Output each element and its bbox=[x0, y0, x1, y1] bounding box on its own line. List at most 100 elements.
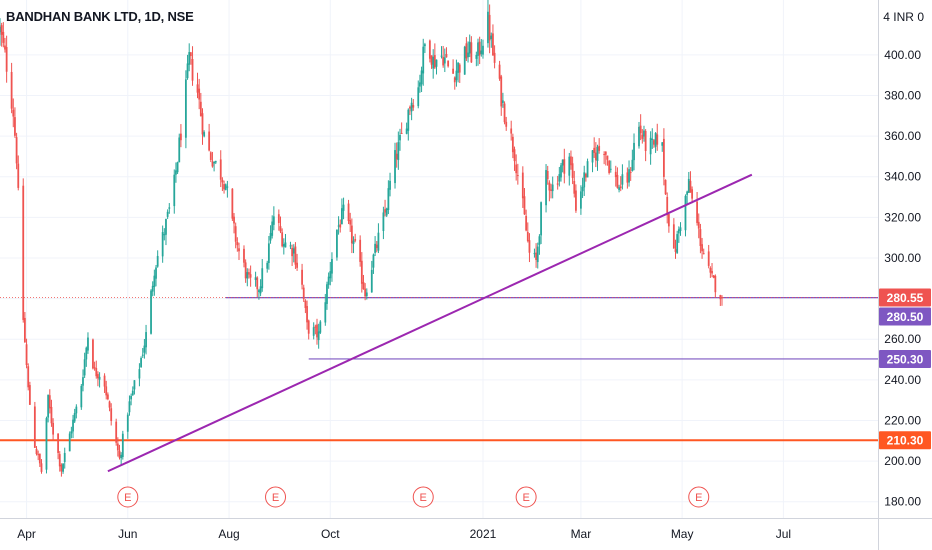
candle-body bbox=[339, 224, 342, 228]
candle-down bbox=[93, 361, 96, 371]
candle-body bbox=[258, 290, 260, 292]
candle-body bbox=[83, 359, 86, 376]
candle-up bbox=[477, 38, 479, 66]
candle-body bbox=[714, 275, 717, 293]
candle-down bbox=[248, 268, 250, 279]
candle-body bbox=[347, 203, 350, 222]
top-tick-suffix: 0 bbox=[917, 10, 924, 24]
candle-up bbox=[98, 372, 101, 388]
candle-body bbox=[621, 174, 624, 185]
candle-body bbox=[711, 270, 713, 274]
candle-body bbox=[342, 204, 345, 211]
candle-body bbox=[556, 183, 559, 185]
candle-body bbox=[719, 295, 722, 300]
candle-body bbox=[306, 306, 308, 323]
candle-down bbox=[672, 218, 675, 249]
candle-down bbox=[699, 223, 702, 254]
candle-body bbox=[58, 454, 61, 467]
candle-body bbox=[87, 337, 89, 351]
candle-body bbox=[254, 277, 257, 280]
candle-body bbox=[68, 433, 71, 452]
candle-body bbox=[571, 163, 574, 178]
candle-down bbox=[608, 159, 611, 175]
candle-down bbox=[281, 228, 284, 248]
candle-up bbox=[292, 244, 295, 263]
candle-down bbox=[563, 148, 566, 184]
candle-down bbox=[570, 150, 572, 170]
candle-body bbox=[423, 44, 426, 47]
candle-body bbox=[593, 147, 596, 153]
earnings-marker-label: E bbox=[124, 492, 131, 504]
candle-up bbox=[643, 125, 645, 142]
candle-down bbox=[199, 92, 202, 117]
candle-body bbox=[513, 149, 516, 162]
candle-down bbox=[662, 128, 665, 186]
candle-up bbox=[370, 260, 373, 293]
candle-down bbox=[384, 199, 386, 217]
candle-up bbox=[63, 447, 66, 469]
candle-body bbox=[214, 160, 217, 163]
candle-up bbox=[289, 241, 292, 250]
candle-down bbox=[33, 401, 36, 448]
candle-body bbox=[221, 179, 224, 183]
candle-down bbox=[667, 213, 670, 233]
candle-body bbox=[443, 57, 446, 64]
candle-body bbox=[679, 227, 682, 231]
candle-down bbox=[691, 186, 694, 204]
candle-down bbox=[304, 299, 307, 314]
candle-up bbox=[649, 131, 652, 165]
candle-body bbox=[490, 35, 493, 40]
candle-body bbox=[259, 286, 262, 294]
candle-up bbox=[399, 128, 401, 151]
candle-body bbox=[304, 300, 307, 308]
candle-down bbox=[714, 274, 717, 298]
candle-body bbox=[50, 406, 53, 424]
candle-body bbox=[445, 53, 448, 58]
candle-down bbox=[339, 219, 342, 233]
candle-down bbox=[535, 243, 537, 268]
candle-down bbox=[349, 212, 352, 232]
candle-up bbox=[166, 209, 169, 219]
candle-body bbox=[435, 59, 438, 67]
price-axis[interactable]: 180.00200.00220.00240.00260.00280.00300.… bbox=[878, 0, 932, 550]
candle-body bbox=[480, 50, 483, 54]
candle-down bbox=[316, 318, 318, 345]
candle-down bbox=[314, 324, 317, 335]
candle-up bbox=[618, 184, 620, 193]
candle-up bbox=[62, 463, 64, 474]
candle-body bbox=[649, 137, 652, 155]
candle-body bbox=[4, 45, 6, 50]
candle-up bbox=[628, 160, 630, 187]
candle-body bbox=[561, 159, 564, 166]
candle-down bbox=[571, 156, 574, 185]
candle-down bbox=[359, 235, 362, 267]
candle-body bbox=[301, 269, 303, 285]
candle-up bbox=[261, 259, 264, 292]
candle-body bbox=[510, 128, 513, 134]
candle-down bbox=[14, 107, 16, 138]
candle-body bbox=[707, 251, 710, 266]
candle-body bbox=[209, 152, 212, 160]
candle-body bbox=[226, 186, 229, 188]
candle-body bbox=[628, 169, 630, 183]
candle-up bbox=[155, 265, 157, 287]
candle-down bbox=[584, 172, 587, 182]
candle-body bbox=[161, 232, 164, 257]
candle-up bbox=[581, 177, 584, 199]
candle-down bbox=[400, 122, 403, 134]
top-tick-fragment: 4 bbox=[883, 10, 890, 24]
candle-body bbox=[75, 406, 78, 414]
candle-body bbox=[432, 56, 435, 69]
candle-body bbox=[165, 219, 167, 235]
price-label-bg bbox=[879, 431, 931, 450]
candle-body bbox=[151, 285, 154, 292]
candle-up bbox=[173, 169, 176, 214]
candle-down bbox=[95, 360, 98, 379]
candle-up bbox=[143, 338, 146, 359]
candle-body bbox=[10, 71, 13, 109]
candle-up bbox=[188, 43, 191, 72]
earnings-marker-label: E bbox=[522, 492, 529, 504]
candle-body bbox=[428, 40, 431, 59]
time-axis[interactable]: Apr Jun Aug Oct 2021 Mar May Jul bbox=[0, 518, 932, 542]
